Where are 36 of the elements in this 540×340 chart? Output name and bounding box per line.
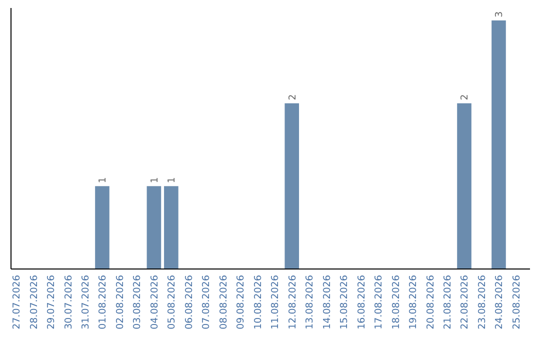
x-tick-label: 07.08.2026 <box>201 275 212 330</box>
data-label: 2 <box>460 94 471 100</box>
x-tick-label: 01.08.2026 <box>98 275 109 330</box>
x-tick-label: 13.08.2026 <box>304 275 316 330</box>
x-tick-label: 23.08.2026 <box>476 275 488 330</box>
x-tick-label: 21.08.2026 <box>442 275 454 330</box>
x-tick-label: 27.07.2026 <box>12 275 23 330</box>
data-label: 1 <box>149 177 160 184</box>
x-tick-label: 22.08.2026 <box>460 275 471 330</box>
data-label: 2 <box>287 94 298 100</box>
x-tick-label: 31.07.2026 <box>80 275 92 330</box>
data-label: 1 <box>166 177 178 184</box>
x-tick-label: 06.08.2026 <box>184 275 195 330</box>
x-tick-label: 24.08.2026 <box>494 275 506 330</box>
x-tick-label: 28.07.2026 <box>28 275 40 330</box>
x-tick-label: 08.08.2026 <box>218 275 230 330</box>
x-tick-label: 02.08.2026 <box>114 275 126 330</box>
x-tick-label: 12.08.2026 <box>287 275 298 330</box>
x-tick-label: 25.08.2026 <box>511 275 522 330</box>
x-tick-label: 15.08.2026 <box>339 275 350 330</box>
x-tick-label: 18.08.2026 <box>390 275 402 330</box>
data-label: 1 <box>98 177 109 184</box>
x-tick-label: 11.08.2026 <box>270 275 282 330</box>
x-tick-label: 10.08.2026 <box>252 275 264 330</box>
x-tick-label: 09.08.2026 <box>236 275 247 330</box>
x-tick-label: 03.08.2026 <box>132 275 144 330</box>
x-tick-label: 04.08.2026 <box>149 275 160 330</box>
x-tick-label: 29.07.2026 <box>46 275 58 330</box>
x-tick-label: 20.08.2026 <box>425 275 436 330</box>
data-label: 3 <box>494 11 506 18</box>
x-tick-label: 05.08.2026 <box>166 275 178 330</box>
x-tick-label: 19.08.2026 <box>408 275 420 330</box>
x-tick-label: 30.07.2026 <box>63 275 74 330</box>
x-tick-label: 16.08.2026 <box>356 275 368 330</box>
x-tick-label: 17.08.2026 <box>374 275 385 330</box>
x-tick-label: 14.08.2026 <box>322 275 333 330</box>
